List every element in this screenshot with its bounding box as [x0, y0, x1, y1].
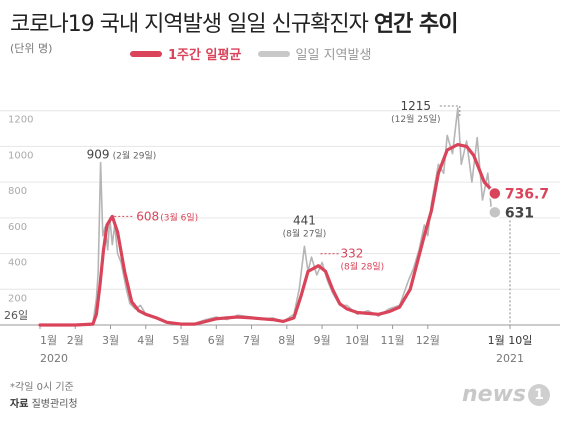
title-regular: 코로나19 국내 지역발생 일일 신규확진자 — [10, 12, 369, 37]
title-bold: 연간 추이 — [373, 12, 459, 37]
y-tick-label: 400 — [8, 258, 27, 269]
annotation-value: 608 — [136, 209, 159, 223]
series-line-avg — [38, 143, 497, 327]
source-line: 자료 질병관리청 — [10, 395, 78, 410]
annotation-date: (8월 27일) — [283, 227, 327, 239]
annotation-date: (8월 28일) — [341, 261, 385, 273]
annotation-value: 1215 — [401, 99, 432, 113]
x-tick-label: 4월 — [137, 334, 154, 347]
unit-label: (단위 명) — [10, 42, 53, 55]
year-label: 2021 — [496, 352, 524, 365]
x-tick-label: 10월 — [345, 334, 369, 347]
annotation-date: (12월 25일) — [391, 113, 440, 125]
x-tick-label: 6월 — [208, 334, 225, 347]
legend-item-daily: 일일 지역발생 — [257, 44, 372, 63]
annotation-value: 631 — [505, 205, 534, 221]
annotation-date: (3월 6일) — [160, 211, 198, 223]
x-tick-label: 1월 10일 — [488, 333, 533, 347]
x-tick-label: 5월 — [172, 334, 189, 347]
legend-swatch-avg — [130, 50, 162, 57]
y-tick-label: 600 — [8, 222, 27, 233]
legend-label-daily: 일일 지역발생 — [295, 48, 372, 63]
y-tick-label: 1200 — [8, 115, 33, 126]
annotation-value: 909 — [87, 148, 110, 162]
x-tick-label: 7월 — [243, 334, 260, 347]
x-tick-label: 3월 — [102, 334, 119, 347]
legend-swatch-daily — [257, 50, 290, 57]
source-label: 자료 — [10, 399, 29, 410]
logo-text: news — [462, 382, 527, 407]
endpoint-marker-daily — [488, 205, 502, 220]
chart-title: 코로나19 국내 지역발생 일일 신규확진자 연간 추이 — [10, 6, 459, 38]
x-tick-label: 12월 — [416, 334, 440, 347]
annotation-value: 332 — [341, 247, 364, 261]
footnote: *각일 0시 기준 — [10, 382, 74, 393]
x-tick-label: 1월 — [40, 334, 57, 347]
series-line-daily — [40, 107, 496, 326]
legend-label-avg: 1주간 일평균 — [168, 48, 242, 63]
x-tick-label: 11월 — [381, 334, 405, 347]
annotation-value: 441 — [293, 213, 316, 227]
x-tick-label: 9월 — [314, 334, 331, 347]
y-tick-label: 800 — [8, 186, 27, 197]
legend-item-avg: 1주간 일평균 — [130, 44, 241, 63]
x-tick-label: 8월 — [278, 334, 295, 347]
logo-mark: 1 — [528, 383, 551, 406]
y-tick-label: 1000 — [8, 150, 33, 161]
annotation-value: 736.7 — [505, 186, 549, 202]
legend: 1주간 일평균 일일 지역발생 — [130, 44, 383, 63]
source-value: 질병관리청 — [31, 399, 78, 410]
annotation-start: 26일 — [4, 308, 28, 322]
annotation-date: (2월 29일) — [113, 150, 157, 162]
y-tick-label: 200 — [8, 293, 27, 304]
endpoint-marker-avg — [488, 186, 502, 201]
x-tick-label: 2월 — [67, 334, 84, 347]
news1-logo: news 1 — [462, 382, 551, 407]
year-label: 2020 — [40, 352, 68, 365]
